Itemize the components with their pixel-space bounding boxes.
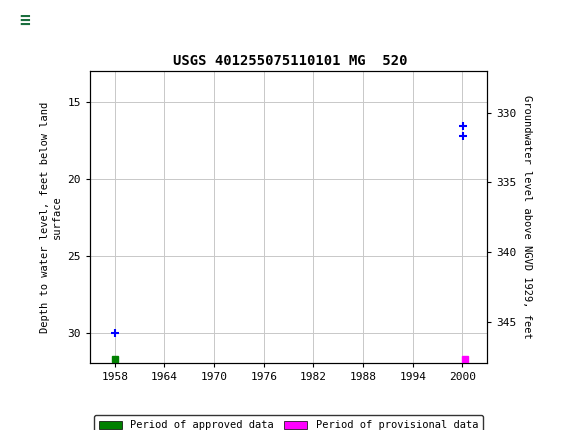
Text: USGS: USGS [61, 12, 112, 29]
Legend: Period of approved data, Period of provisional data: Period of approved data, Period of provi… [94, 415, 483, 430]
Bar [3, 3, 46, 37]
Y-axis label: Depth to water level, feet below land
surface: Depth to water level, feet below land su… [40, 101, 62, 333]
Text: ≡: ≡ [19, 12, 30, 29]
Text: USGS 401255075110101 MG  520: USGS 401255075110101 MG 520 [173, 54, 407, 68]
Y-axis label: Groundwater level above NGVD 1929, feet: Groundwater level above NGVD 1929, feet [522, 95, 532, 339]
